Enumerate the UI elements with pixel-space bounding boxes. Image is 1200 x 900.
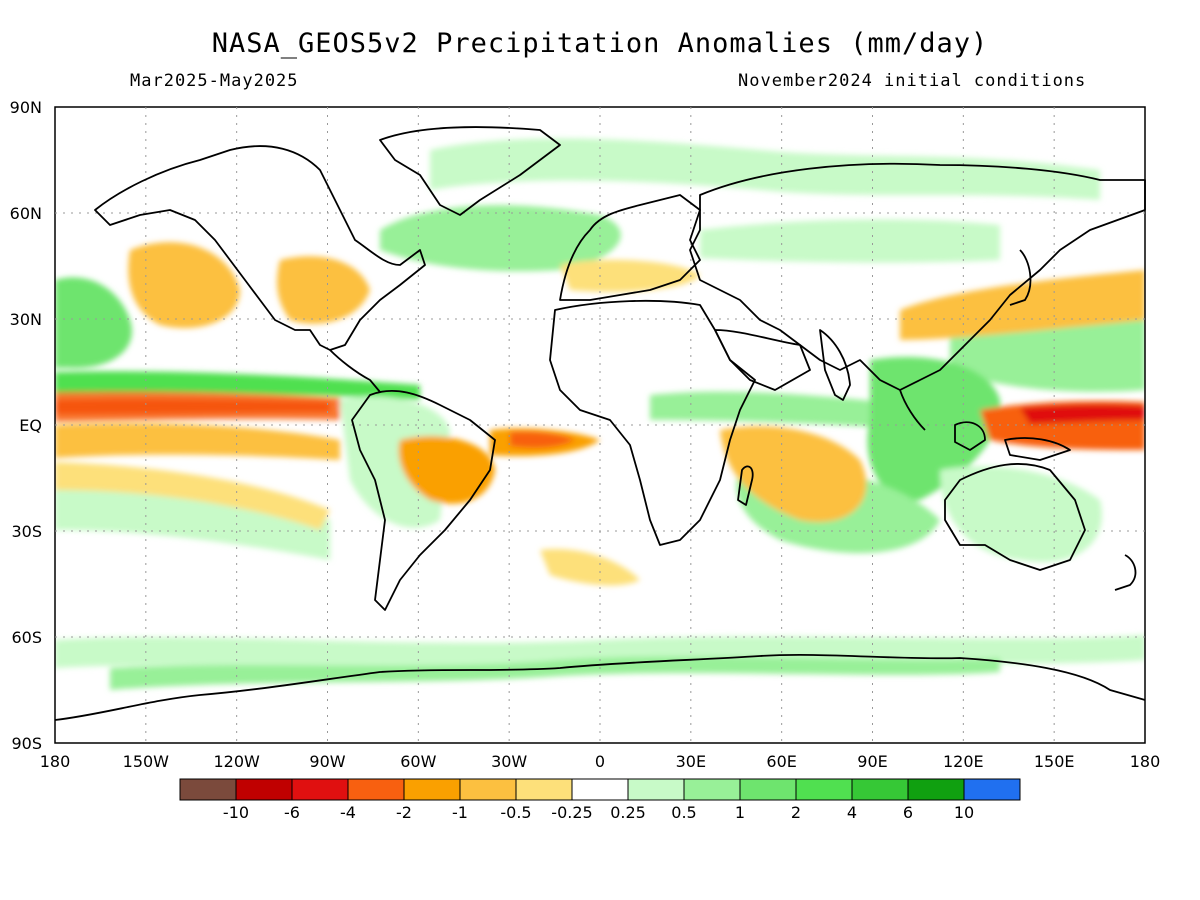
latitude-label: 60N bbox=[10, 204, 42, 223]
colorbar-swatch bbox=[235, 778, 293, 801]
colorbar: -10 -6 -4 -2 -1 -0.5 -0.25 0.25 0.5 1 2 4 6 10 bbox=[179, 778, 1021, 822]
coast-india bbox=[819, 329, 851, 401]
colorbar-swatch bbox=[963, 778, 1021, 801]
forecast-period: Mar2025-May2025 bbox=[130, 71, 299, 91]
latitude-label: 90S bbox=[11, 734, 42, 753]
longitude-label: 90W bbox=[309, 752, 345, 771]
colorbar-swatch bbox=[291, 778, 349, 801]
longitude-label: 120E bbox=[943, 752, 984, 771]
colorbar-label: -10 bbox=[223, 803, 249, 822]
colorbar-swatch bbox=[347, 778, 405, 801]
colorbar-swatch bbox=[403, 778, 461, 801]
latitude-label: EQ bbox=[19, 416, 42, 435]
longitude-label: 120W bbox=[213, 752, 260, 771]
coast-new-guinea bbox=[1004, 437, 1071, 461]
colorbar-label: 1 bbox=[735, 803, 745, 822]
latitude-label: 30S bbox=[11, 522, 42, 541]
dry-north-america bbox=[277, 256, 370, 324]
colorbar-label: 0.25 bbox=[610, 803, 646, 822]
colorbar-label: -2 bbox=[396, 803, 412, 822]
colorbar-swatch bbox=[851, 778, 909, 801]
coast-greenland bbox=[379, 126, 561, 216]
longitude-labels: 180 150W 120W 90W 60W 30W 0 30E 60E 90E 120E 150E 18… bbox=[40, 752, 1161, 771]
wet-band-antarctic-coast bbox=[110, 656, 1000, 690]
coast-africa bbox=[549, 299, 756, 546]
colorbar-swatch bbox=[515, 778, 573, 801]
longitude-label: 0 bbox=[595, 752, 605, 771]
graticule bbox=[55, 107, 1145, 743]
coast-asia bbox=[689, 162, 1146, 391]
coast-australia bbox=[944, 463, 1086, 571]
coast-borneo bbox=[954, 421, 986, 451]
colorbar-label: -4 bbox=[340, 803, 356, 822]
dry-east-asia bbox=[900, 270, 1145, 340]
colorbar-label: 4 bbox=[847, 803, 857, 822]
wet-australia bbox=[940, 466, 1102, 562]
wet-indian-ocean-band bbox=[650, 391, 920, 430]
wet-south-america bbox=[340, 396, 450, 528]
dry-south-atlantic-patches bbox=[540, 549, 640, 586]
coast-central-america bbox=[329, 349, 381, 393]
wet-north-atlantic bbox=[380, 205, 621, 272]
longitude-label: 180 bbox=[40, 752, 71, 771]
colorbar-swatch bbox=[907, 778, 965, 801]
dry-tropical-atlantic-core bbox=[510, 431, 575, 448]
colorbar-label: -1 bbox=[452, 803, 468, 822]
colorbar-swatch bbox=[683, 778, 741, 801]
coast-arabia bbox=[714, 329, 811, 391]
anomaly-shading bbox=[55, 138, 1145, 690]
coast-japan bbox=[1009, 249, 1032, 306]
coast-madagascar bbox=[737, 465, 754, 506]
dry-equatorial-pacific-band bbox=[55, 391, 340, 422]
longitude-label: 150E bbox=[1034, 752, 1075, 771]
longitude-label: 30W bbox=[491, 752, 527, 771]
colorbar-swatch bbox=[739, 778, 797, 801]
latitude-label: 90N bbox=[10, 98, 42, 117]
colorbar-label: -0.25 bbox=[551, 803, 592, 822]
dry-east-africa bbox=[720, 426, 867, 522]
colorbar-swatch bbox=[795, 778, 853, 801]
coast-southeast-asia bbox=[899, 389, 926, 431]
longitude-label: 90E bbox=[857, 752, 887, 771]
coastlines bbox=[54, 126, 1146, 721]
longitude-label: 60E bbox=[766, 752, 796, 771]
colorbar-label: -0.5 bbox=[500, 803, 531, 822]
coast-north-america bbox=[94, 145, 426, 351]
map-title: NASA_GEOS5v2 Precipitation Anomalies (mm… bbox=[211, 28, 989, 59]
colorbar-swatch bbox=[571, 778, 629, 801]
latitude-labels: 90N 60N 30N EQ 30S 60S 90S bbox=[10, 98, 42, 753]
dry-south-pacific-band bbox=[55, 462, 330, 530]
colorbar-label: 10 bbox=[954, 803, 974, 822]
longitude-label: 180 bbox=[1130, 752, 1161, 771]
wet-east-pacific-north bbox=[55, 277, 132, 369]
colorbar-label: 6 bbox=[903, 803, 913, 822]
colorbar-label: -6 bbox=[284, 803, 300, 822]
colorbar-label: 2 bbox=[791, 803, 801, 822]
coast-new-zealand bbox=[1114, 554, 1137, 591]
dry-europe bbox=[560, 259, 700, 292]
dry-brazil bbox=[398, 436, 495, 504]
colorbar-swatch bbox=[179, 778, 237, 801]
longitude-label: 150W bbox=[123, 752, 170, 771]
dry-south-equatorial-pacific bbox=[55, 423, 340, 460]
wet-arctic-north bbox=[430, 138, 1100, 200]
dry-northeast-pacific bbox=[128, 242, 240, 329]
initial-conditions: November2024 initial conditions bbox=[738, 71, 1087, 91]
longitude-label: 60W bbox=[400, 752, 436, 771]
coast-europe bbox=[559, 194, 701, 301]
longitude-label: 30E bbox=[676, 752, 706, 771]
colorbar-label: 0.5 bbox=[671, 803, 696, 822]
coast-south-america bbox=[351, 390, 496, 611]
colorbar-swatch bbox=[627, 778, 685, 801]
colorbar-swatch bbox=[459, 778, 517, 801]
dry-west-pacific-core bbox=[1020, 404, 1145, 424]
latitude-label: 60S bbox=[11, 628, 42, 647]
wet-eurasia bbox=[700, 219, 1000, 263]
coast-antarctica bbox=[54, 653, 1146, 721]
latitude-label: 30N bbox=[10, 310, 42, 329]
